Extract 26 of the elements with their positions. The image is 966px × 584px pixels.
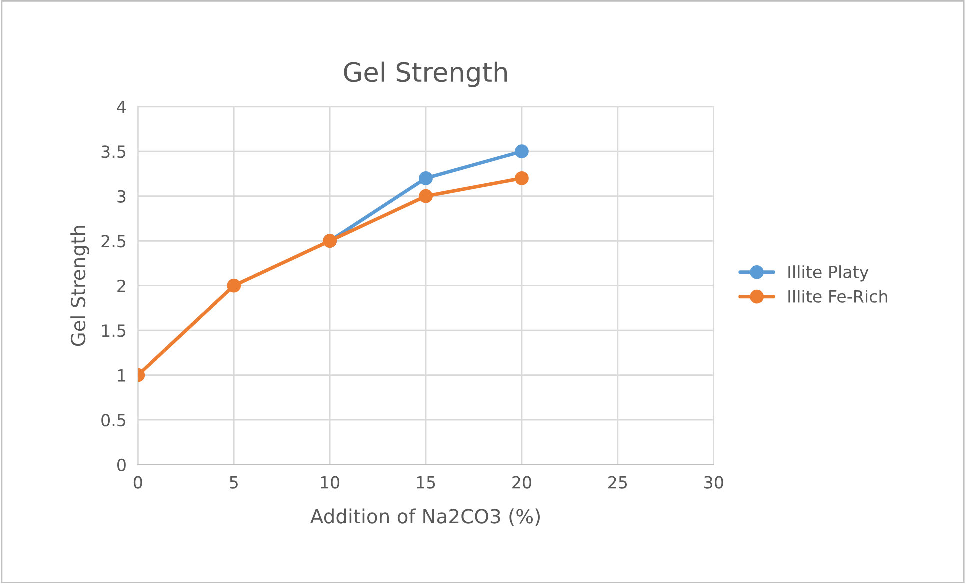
x-tick-label: 10: [321, 476, 340, 489]
x-tick-label: 20: [512, 476, 532, 489]
x-tick-label: 25: [608, 476, 628, 489]
point: [419, 189, 433, 204]
x-tick-label: 15: [417, 476, 436, 489]
point: [419, 172, 433, 186]
y-tick-label: 4: [117, 101, 126, 114]
x-axis-title: Addition of Na2CO3 (%): [310, 508, 540, 526]
y-tick-label: 0.5: [102, 414, 126, 427]
y-tick-label: 0: [118, 458, 126, 472]
x-tick-label: 30: [704, 476, 724, 489]
y-tick-label: 2: [118, 280, 126, 292]
y-tick-label: 1.5: [102, 324, 126, 338]
y-tick-label: 3: [118, 190, 126, 203]
y-tick-label: 3.5: [102, 146, 126, 158]
x-tick-label: 0: [134, 476, 142, 489]
y-tick-label: 1: [118, 370, 126, 382]
y-tick-label: 2.5: [102, 235, 126, 248]
point: [515, 172, 529, 186]
legend-label: Illite Platy: [788, 266, 869, 282]
point: [227, 278, 242, 293]
legend-label: Illite Fe-Rich: [788, 290, 888, 303]
chart-title: Gel Strength: [344, 62, 508, 88]
point: [515, 144, 529, 159]
x-tick-label: 5: [230, 476, 238, 489]
y-axis-title: Gel Strength: [70, 226, 90, 346]
